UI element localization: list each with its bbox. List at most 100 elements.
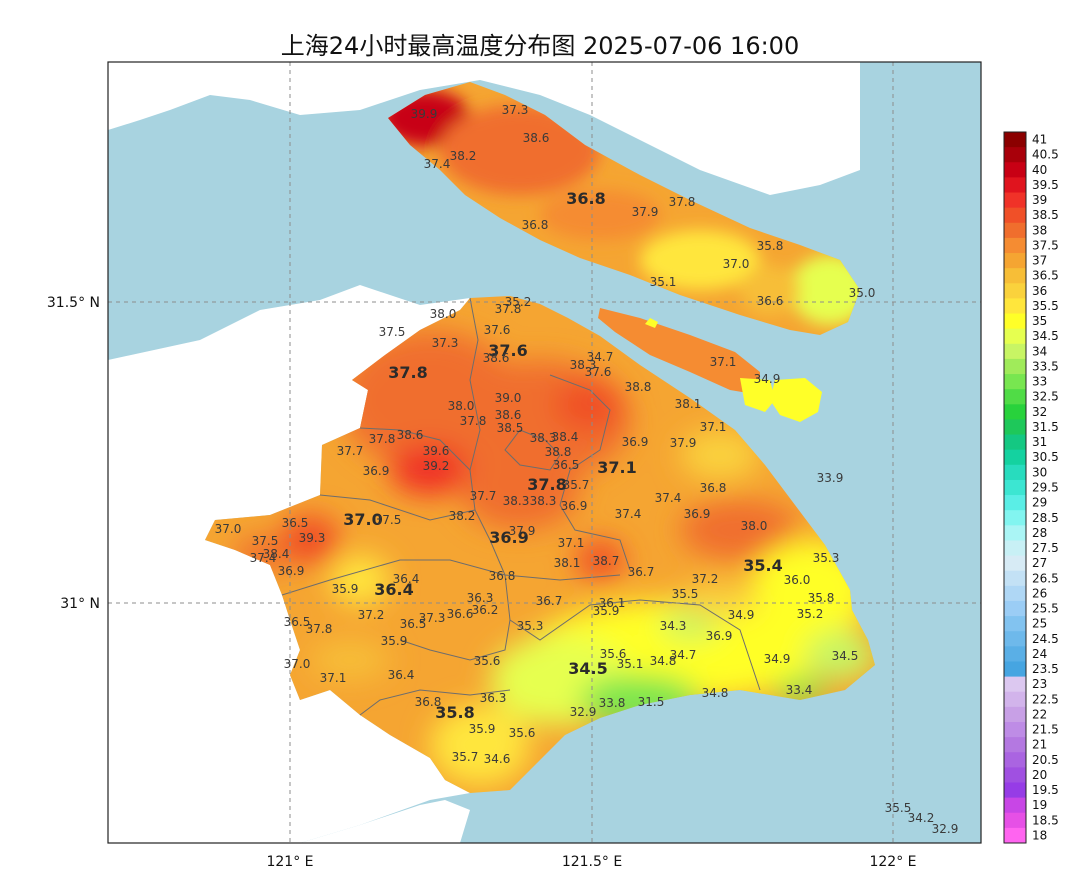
colorbar-tick-label: 21 xyxy=(1032,738,1047,752)
grid-lines xyxy=(108,62,981,843)
temperature-label: 38.7 xyxy=(593,554,620,568)
temperature-label: 33.9 xyxy=(817,471,844,485)
colorbar-tick-label: 31 xyxy=(1032,435,1047,449)
temperature-label: 34.9 xyxy=(764,652,791,666)
temperature-label: 38.3 xyxy=(503,494,530,508)
temperature-label: 37.0 xyxy=(343,510,382,529)
temperature-label: 35.9 xyxy=(593,604,620,618)
temperature-label: 38.4 xyxy=(263,547,290,561)
colorbar-swatch xyxy=(1004,404,1026,420)
colorbar-swatch xyxy=(1004,616,1026,632)
colorbar-tick-label: 19.5 xyxy=(1032,783,1059,797)
temperature-label: 36.7 xyxy=(536,594,563,608)
temperature-label: 38.6 xyxy=(495,408,522,422)
colorbar-frame xyxy=(1003,131,1027,844)
colorbar-swatch xyxy=(1004,510,1026,526)
temperature-label: 35.8 xyxy=(435,703,474,722)
temperature-label: 37.0 xyxy=(284,657,311,671)
map-title: 上海24小时最高温度分布图 2025-07-06 16:00 xyxy=(280,32,800,60)
temperature-label: 37.4 xyxy=(655,491,682,505)
temperature-label: 35.3 xyxy=(813,551,840,565)
colorbar-swatch xyxy=(1004,570,1026,587)
colorbar-tick-label: 18.5 xyxy=(1032,813,1059,827)
temperature-label: 37.3 xyxy=(419,611,446,625)
colorbar-swatch xyxy=(1004,298,1026,315)
colorbar-swatch xyxy=(1004,283,1026,299)
changxing-island xyxy=(598,308,822,422)
temperature-label: 32.9 xyxy=(932,822,959,836)
colorbar-tick-label: 33.5 xyxy=(1032,359,1059,373)
temperature-label: 37.9 xyxy=(632,205,659,219)
temperature-label: 37.4 xyxy=(424,157,451,171)
temperature-label: 38.5 xyxy=(497,421,524,435)
temperature-label: 35.7 xyxy=(563,478,590,492)
map-frame xyxy=(107,61,982,844)
colorbar-swatch xyxy=(1004,192,1026,209)
colorbar-swatch xyxy=(1004,585,1026,602)
temperature-label: 35.8 xyxy=(808,591,835,605)
colorbar-tick-label: 33 xyxy=(1032,375,1047,389)
temperature-label: 33.8 xyxy=(599,696,626,710)
temperature-label: 36.8 xyxy=(700,481,727,495)
temperature-label: 32.9 xyxy=(570,705,597,719)
temperature-label: 35.2 xyxy=(797,607,824,621)
colorbar-tick-label: 20 xyxy=(1032,768,1047,782)
colorbar-tick-label: 39 xyxy=(1032,193,1047,207)
colorbar-tick-label: 26.5 xyxy=(1032,571,1059,585)
colorbar-tick-label: 22.5 xyxy=(1032,692,1059,706)
temperature-label: 37.1 xyxy=(558,536,585,550)
colorbar-swatch xyxy=(1004,147,1026,163)
temperature-label: 34.2 xyxy=(908,811,935,825)
temperature-label: 37.1 xyxy=(700,420,727,434)
colorbar-tick-label: 35.5 xyxy=(1032,299,1059,313)
temperature-label: 36.8 xyxy=(415,695,442,709)
temperature-label: 35.9 xyxy=(469,722,496,736)
temperature-label: 37.1 xyxy=(597,458,636,477)
temperature-label: 38.6 xyxy=(483,351,510,365)
colorbar-swatch xyxy=(1004,691,1026,708)
colorbar-swatch xyxy=(1004,268,1026,284)
temperature-label: 36.5 xyxy=(284,615,311,629)
temperature-label: 33.4 xyxy=(786,683,813,697)
temperature-labels: 39.9 37.338.638.237.436.837.937.836.835.8… xyxy=(215,103,959,836)
temperature-label: 35.6 xyxy=(474,654,501,668)
colorbar-swatch xyxy=(1004,343,1026,360)
temperature-label: 38.0 xyxy=(430,307,457,321)
colorbar-swatch xyxy=(1004,525,1026,541)
temperature-label: 39.0 xyxy=(495,391,522,405)
temperature-label: 36.6 xyxy=(757,294,784,308)
colorbar-tick-label: 29.5 xyxy=(1032,481,1059,495)
colorbar-tick-label: 23 xyxy=(1032,677,1047,691)
colorbar-swatch xyxy=(1004,434,1026,451)
colorbar-swatch xyxy=(1004,676,1026,693)
colorbar-swatch xyxy=(1004,222,1026,239)
colorbar-tick-label: 21.5 xyxy=(1032,723,1059,737)
colorbar-swatch xyxy=(1004,464,1026,481)
colorbar-swatch xyxy=(1004,540,1026,557)
colorbar-swatch xyxy=(1004,313,1026,330)
temperature-label: 37.0 xyxy=(215,522,242,536)
temperature-label: 37.8 xyxy=(369,432,396,446)
temperature-label: 37.4 xyxy=(250,551,277,565)
y-tick-31: 31° N xyxy=(60,596,100,612)
temperature-label: 38.8 xyxy=(625,380,652,394)
temperature-label: 34.7 xyxy=(670,648,697,662)
y-tick-31-5: 31.5° N xyxy=(47,295,100,311)
temperature-label: 37.5 xyxy=(252,534,279,548)
temperature-label: 37.9 xyxy=(670,436,697,450)
temperature-label: 35.0 xyxy=(849,286,876,300)
temperature-label: 37.4 xyxy=(615,507,642,521)
temperature-label: 38.6 xyxy=(397,428,424,442)
colorbar-swatch xyxy=(1004,237,1026,254)
colorbar-tick-label: 40 xyxy=(1032,163,1047,177)
temperature-label: 36.2 xyxy=(472,603,499,617)
temperature-label: 36.6 xyxy=(447,607,474,621)
colorbar-tick-label: 34.5 xyxy=(1032,329,1059,343)
colorbar-swatch xyxy=(1004,797,1026,814)
temperature-label: 36.8 xyxy=(566,189,605,208)
colorbar-swatch xyxy=(1004,253,1026,269)
colorbar-tick-label: 28 xyxy=(1032,526,1047,540)
temperature-label: 35.6 xyxy=(600,647,627,661)
colorbar-tick-label: 19 xyxy=(1032,798,1047,812)
colorbar-tick-label: 27 xyxy=(1032,556,1047,570)
